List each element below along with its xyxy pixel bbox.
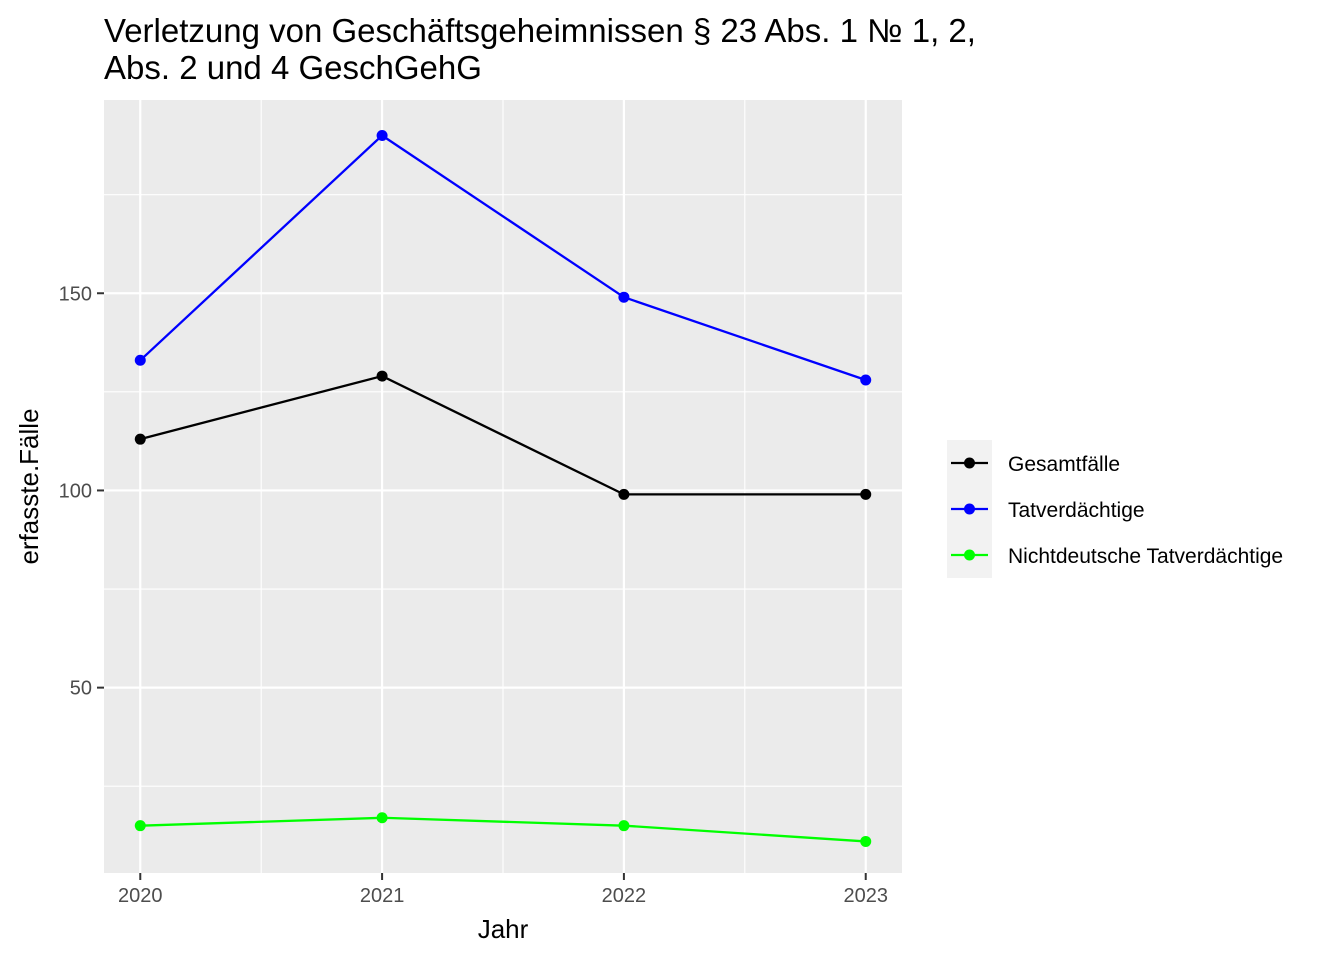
series-layer [134, 129, 872, 847]
y-axis-title: erfasste.Fälle [14, 408, 44, 564]
y-axis: 50 100 150 [59, 283, 104, 700]
data-point-2-2 [618, 820, 630, 832]
data-point-2-0 [134, 820, 146, 832]
legend-key-point [964, 457, 975, 469]
chart-title-line-1: Verletzung von Geschäftsgeheimnissen § 2… [104, 12, 976, 49]
data-point-1-1 [376, 129, 388, 141]
legend-key-point [964, 549, 975, 561]
legend: Gesamtfälle Tatverdächtige Nichtdeutsche T… [947, 440, 1283, 578]
x-tick-label: 2021 [360, 885, 405, 907]
data-point-2-1 [376, 812, 388, 824]
x-tick-label: 2020 [118, 885, 163, 907]
data-point-1-0 [134, 354, 146, 366]
y-tick-label: 150 [59, 283, 92, 305]
legend-key-point [964, 503, 975, 515]
minor-gridlines [104, 100, 902, 873]
legend-label: Nichtdeutsche Tatverdächtige [1008, 545, 1283, 568]
x-axis-title: Jahr [478, 914, 529, 944]
legend-label: Gesamtfälle [1008, 453, 1120, 476]
data-point-0-2 [618, 488, 630, 500]
chart-title-line-2: Abs. 2 und 4 GeschGehG [104, 49, 482, 86]
data-point-0-0 [134, 433, 146, 445]
x-tick-label: 2023 [843, 885, 888, 907]
x-axis: 2020 2021 2022 2023 [118, 873, 888, 907]
data-point-1-2 [618, 291, 630, 303]
data-point-0-1 [376, 370, 388, 382]
y-tick-label: 50 [70, 678, 92, 700]
series-line-2 [140, 816, 866, 843]
x-tick-label: 2022 [602, 885, 647, 907]
legend-label: Tatverdächtige [1008, 499, 1145, 522]
y-tick-label: 100 [59, 480, 92, 502]
series-line-1 [139, 134, 867, 382]
data-point-2-3 [860, 835, 872, 847]
data-point-1-3 [860, 374, 872, 386]
major-gridlines [104, 100, 902, 873]
data-point-0-3 [860, 488, 872, 500]
series-line-0 [139, 374, 866, 496]
